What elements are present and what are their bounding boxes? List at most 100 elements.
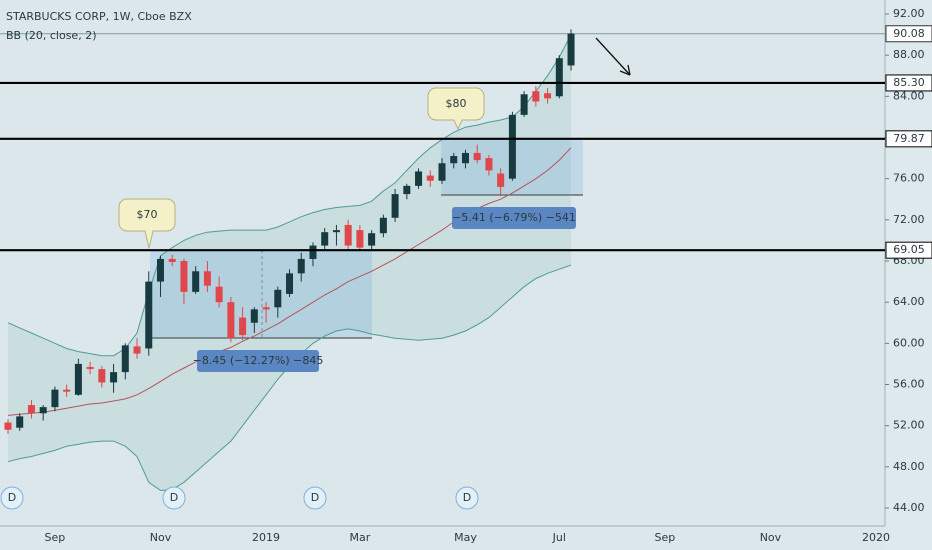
candle-body [274,289,282,308]
x-tick-label: Jul [552,531,566,544]
candle-body [86,366,94,370]
x-tick-label: Nov [150,531,172,544]
callout-text: $80 [446,97,467,110]
x-tick-label: Sep [655,531,676,544]
y-tick-label: 64.00 [893,295,925,308]
x-tick-label: May [454,531,477,544]
level-label-box [885,74,932,92]
indicator-label: BB (20, close, 2) [6,29,97,42]
candle-body [98,369,106,383]
candle-body [532,91,540,102]
callout-bubble [427,87,485,131]
candle-body [450,156,458,164]
y-tick-label: 48.00 [893,460,925,473]
candle-body [203,271,211,286]
candle-body [180,260,188,292]
level-label-box [885,130,932,148]
level-label: 69.05 [893,243,925,256]
candle-body [415,171,423,186]
candle-body [4,422,12,430]
candle-body [168,258,176,263]
y-tick-label: 92.00 [893,7,925,20]
candle-body [110,372,118,383]
x-tick-label: 2019 [252,531,280,544]
candle-body [497,173,505,187]
y-tick-label: 44.00 [893,501,925,514]
candle-body [520,94,528,115]
candle-body [344,224,352,246]
measure-label-box [197,350,319,372]
candle-body [461,152,469,164]
band-fill [8,34,571,491]
candle-body [286,273,294,294]
candle-body [239,317,247,336]
y-tick-label: 76.00 [893,172,925,185]
y-tick-label: 72.00 [893,213,925,226]
candle-body [297,258,305,274]
dividend-label: D [311,491,319,504]
candle-body [567,33,575,66]
candle-body [51,389,59,408]
last-price-box [885,25,932,43]
candle-body [379,217,387,234]
arrow-head [619,64,631,76]
candle-body [121,345,129,373]
last-price-label: 90.08 [893,27,925,40]
candle-body [227,302,235,339]
dividend-label: D [170,491,178,504]
candle-body [544,93,552,99]
plot: 44.0048.0052.0056.0060.0064.0068.0072.00… [0,7,932,544]
dividend-label: D [463,491,471,504]
dividend-marker [303,486,327,510]
candle-body [321,232,329,246]
candle-body [39,407,47,414]
band-upper [7,34,572,357]
candle-body [332,230,340,233]
candle-body [63,389,71,392]
candle-body [438,163,446,181]
y-tick-label: 56.00 [893,377,925,390]
x-tick-label: Sep [45,531,66,544]
level-label: 85.30 [893,76,925,89]
level-label: 79.87 [893,132,925,145]
x-tick-label: Mar [350,531,371,544]
chart-title: STARBUCKS CORP, 1W, Cboe BZX [6,10,192,23]
level-label-box [885,241,932,259]
dividend-marker [455,486,479,510]
callout-text: $70 [137,208,158,221]
candle-body [262,307,270,310]
arrow-line [595,37,631,76]
candle-body [403,185,411,195]
y-tick-label: 84.00 [893,89,925,102]
measure-label: −5.41 (−6.79%) −541 [452,211,576,224]
x-tick-label: Nov [760,531,782,544]
candle-body [391,194,399,218]
dividend-marker [0,486,24,510]
candle-body [555,58,563,97]
callout-bubble [118,198,176,249]
candle-body [156,258,164,282]
candle-body [426,175,434,181]
candle-body [309,245,317,259]
candle-body [356,230,364,248]
candle-body [250,309,258,323]
y-tick-label: 88.00 [893,48,925,61]
arrow [595,37,631,76]
dividend-marker [162,486,186,510]
candle-body [74,363,82,395]
candle-body [16,416,24,428]
candle-body [508,114,516,179]
candle-body [192,271,200,292]
candle-body [473,152,481,161]
measure-label: −8.45 (−12.27%) −845 [193,354,324,367]
measure-label-box [452,207,576,229]
candle-body [27,405,35,414]
candle-body [145,281,153,349]
y-tick-label: 52.00 [893,419,925,432]
dividend-label: D [8,491,16,504]
candle-body [485,158,493,171]
x-tick-label: 2020 [862,531,890,544]
candle-body [133,346,141,354]
candle-body [368,233,376,246]
